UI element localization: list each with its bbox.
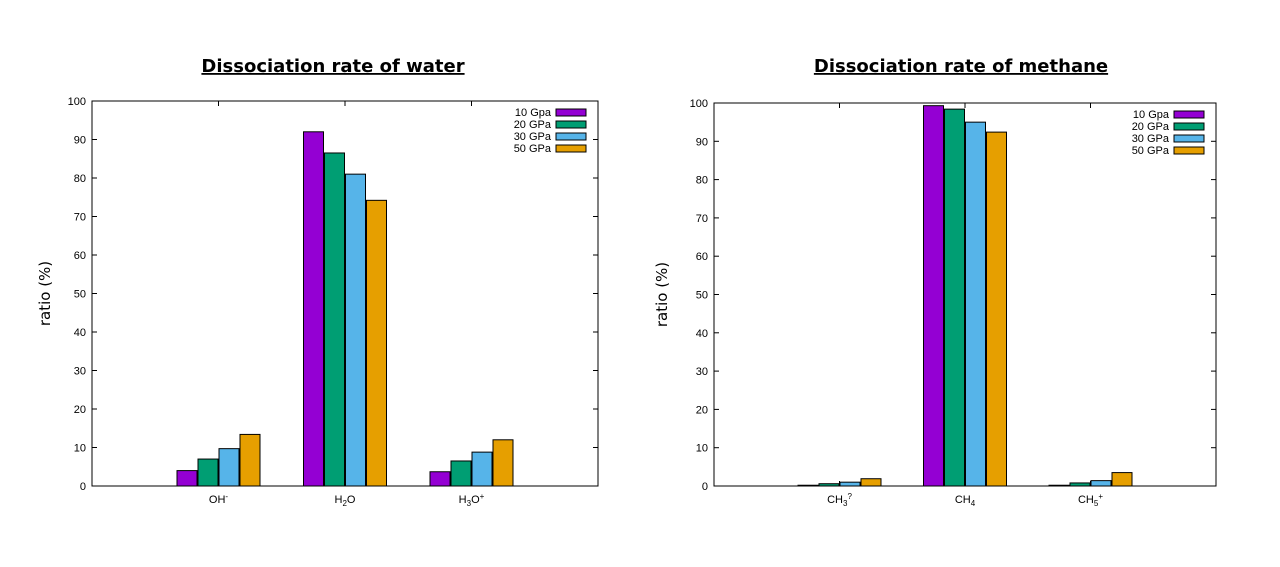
bar-methane-2-1 bbox=[1069, 482, 1091, 487]
bar-methane-0-0 bbox=[797, 484, 819, 487]
y-tick-label: 20 bbox=[74, 404, 86, 416]
y-axis-label: ratio (%) bbox=[653, 262, 671, 327]
y-tick-label: 60 bbox=[74, 250, 86, 262]
legend-label: 10 Gpa bbox=[1133, 109, 1170, 121]
chart-water: Dissociation rate of water ratio (%) 0 10 20… bbox=[36, 56, 599, 508]
legend-swatch bbox=[1173, 146, 1205, 155]
x-tick-label: OH- bbox=[209, 492, 229, 506]
y-tick-label: 50 bbox=[74, 289, 86, 301]
legend-swatch bbox=[555, 108, 587, 117]
y-tick-label: 80 bbox=[696, 175, 708, 187]
y-axis-label: ratio (%) bbox=[36, 261, 54, 326]
bar-methane-0-1 bbox=[818, 483, 840, 487]
y-tick-label: 90 bbox=[74, 135, 86, 147]
legend-swatch bbox=[1173, 110, 1205, 119]
legend-swatch bbox=[555, 132, 587, 141]
legend-label: 30 GPa bbox=[1132, 133, 1170, 145]
legend-swatch bbox=[1173, 134, 1205, 143]
y-tick-label: 100 bbox=[690, 98, 708, 110]
x-tick-label: CH4 bbox=[955, 494, 976, 508]
y-tick-label: 100 bbox=[68, 96, 86, 108]
bar-water-0-2 bbox=[218, 448, 240, 487]
legend-label: 20 GPa bbox=[1132, 121, 1170, 133]
bar-water-0-3 bbox=[239, 433, 261, 487]
chart-title: Dissociation rate of methane bbox=[814, 56, 1108, 77]
legend-label: 20 GPa bbox=[514, 119, 552, 131]
bar-water-2-0 bbox=[429, 471, 451, 487]
y-tick-label: 0 bbox=[702, 481, 708, 493]
x-tick-label: H2O bbox=[335, 494, 356, 508]
legend-label: 30 GPa bbox=[514, 131, 552, 143]
bar-water-0-1 bbox=[197, 458, 219, 487]
bar-methane-0-2 bbox=[839, 481, 861, 487]
bar-water-2-1 bbox=[450, 460, 472, 487]
y-tick-label: 80 bbox=[74, 173, 86, 185]
bar-methane-1-2 bbox=[965, 121, 986, 487]
legend-label: 10 Gpa bbox=[515, 107, 552, 119]
y-tick-label: 90 bbox=[696, 136, 708, 148]
bar-water-1-1 bbox=[324, 152, 345, 487]
bar-water-2-3 bbox=[492, 439, 514, 487]
bar-water-1-3 bbox=[366, 199, 387, 487]
legend-swatch bbox=[555, 120, 587, 129]
y-tick-label: 20 bbox=[696, 404, 708, 416]
bar-water-0-0 bbox=[176, 470, 198, 487]
y-tick-label: 30 bbox=[74, 366, 86, 378]
x-tick-label: H3O+ bbox=[459, 492, 485, 508]
bar-water-1-0 bbox=[303, 131, 324, 487]
legend-swatch bbox=[555, 144, 587, 153]
chart-title: Dissociation rate of water bbox=[201, 56, 464, 77]
y-tick-label: 0 bbox=[80, 481, 86, 493]
y-tick-label: 50 bbox=[696, 290, 708, 302]
bar-methane-1-1 bbox=[944, 108, 965, 487]
x-tick-label: CH3? bbox=[827, 492, 852, 508]
y-tick-label: 30 bbox=[696, 366, 708, 378]
bar-methane-1-0 bbox=[923, 105, 944, 487]
bar-methane-0-3 bbox=[860, 478, 882, 487]
y-tick-label: 40 bbox=[696, 328, 708, 340]
legend-swatch bbox=[1173, 122, 1205, 131]
bar-methane-2-0 bbox=[1048, 484, 1070, 487]
y-tick-label: 10 bbox=[74, 443, 86, 455]
y-tick-label: 70 bbox=[74, 212, 86, 224]
y-tick-label: 70 bbox=[696, 213, 708, 225]
legend-label: 50 GPa bbox=[1132, 145, 1170, 157]
legend-label: 50 GPa bbox=[514, 143, 552, 155]
y-tick-label: 10 bbox=[696, 443, 708, 455]
bar-methane-2-2 bbox=[1090, 480, 1112, 487]
y-tick-label: 40 bbox=[74, 327, 86, 339]
bar-methane-1-3 bbox=[986, 131, 1007, 487]
bar-water-1-2 bbox=[345, 173, 366, 487]
y-tick-label: 60 bbox=[696, 251, 708, 263]
bar-methane-2-3 bbox=[1111, 472, 1133, 487]
chart-methane: Dissociation rate of methane ratio (%) 0 10… bbox=[653, 56, 1217, 508]
x-tick-label: CH5+ bbox=[1078, 492, 1103, 508]
bar-water-2-2 bbox=[471, 451, 493, 487]
